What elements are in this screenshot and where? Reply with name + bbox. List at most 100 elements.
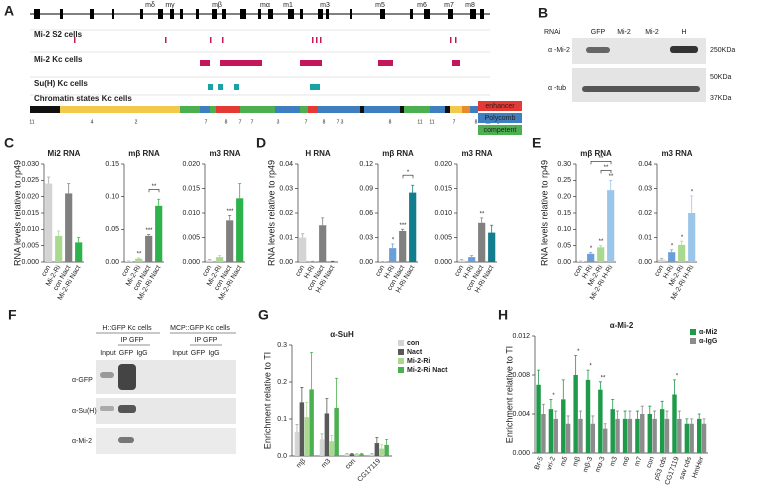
bar <box>635 418 640 453</box>
x-tick-label: con <box>121 264 133 277</box>
legend-swatch <box>398 367 404 373</box>
exon <box>60 9 63 19</box>
bar <box>155 205 163 262</box>
error-bar <box>566 415 570 424</box>
bar <box>615 418 620 453</box>
bracket-label: ** <box>604 165 609 171</box>
y-tick-label: 0.015 <box>182 185 200 192</box>
chromatin-state <box>318 106 360 113</box>
gene-label: m7 <box>444 2 454 9</box>
chromatin-state <box>308 106 318 113</box>
x-tick-label: con <box>41 264 53 277</box>
lane-label: H <box>681 29 686 36</box>
gene-label: mδ <box>145 2 155 9</box>
y-tick-label: 0.008 <box>512 372 530 379</box>
blot <box>96 398 236 424</box>
chart-title: Mi2 RNA <box>48 149 81 158</box>
y-tick-label: 0.02 <box>638 210 652 217</box>
error-bar <box>375 437 379 444</box>
peak <box>452 60 460 66</box>
bar <box>226 220 234 262</box>
marker-label: 250KDa <box>710 47 735 54</box>
significance: ** <box>480 211 485 217</box>
bar <box>664 418 670 453</box>
error-bar <box>480 217 484 223</box>
error-bar <box>549 398 553 410</box>
bar <box>689 423 694 453</box>
y-tick-label: 0.025 <box>21 177 39 184</box>
row-label: α-GFP <box>72 377 93 384</box>
exon <box>158 9 163 19</box>
error-bar <box>335 377 339 408</box>
significance: * <box>691 189 694 195</box>
error-bar <box>611 398 615 410</box>
bar <box>536 384 541 453</box>
bar <box>585 379 591 453</box>
chromatin-state <box>210 106 216 113</box>
gene-label: mβ <box>212 2 222 9</box>
bracket-label: ** <box>599 156 604 162</box>
chromatin-state <box>180 106 200 113</box>
band <box>100 372 114 378</box>
bracket <box>148 188 160 193</box>
bar <box>659 409 665 453</box>
error-bar <box>680 240 684 245</box>
exon <box>470 9 476 19</box>
exon <box>480 9 484 19</box>
gene-label: m8 <box>465 2 475 9</box>
bar <box>458 260 466 262</box>
y-tick-label: 0.005 <box>21 243 39 250</box>
error-bar <box>665 410 669 419</box>
bar <box>647 414 653 453</box>
error-bar <box>460 259 464 261</box>
bar <box>610 409 615 453</box>
y-tick-label: 0.010 <box>182 210 200 217</box>
marker-label: 50KDa <box>710 74 732 81</box>
bar <box>640 414 645 453</box>
lane-label: GFP <box>191 350 206 357</box>
rnai-label: RNAi <box>544 29 561 36</box>
chromatin-state <box>430 106 445 113</box>
error-bar <box>218 255 222 258</box>
x-tick-label: m3 <box>320 458 332 470</box>
error-bar <box>670 249 674 253</box>
panel-letter: G <box>258 307 269 323</box>
gene-label: mα <box>260 2 270 9</box>
x-tick-label: con <box>654 264 666 277</box>
bar <box>294 431 300 456</box>
error-bar <box>635 410 639 419</box>
y-tick-label: 0.000 <box>434 259 452 266</box>
y-tick-label: 0.04 <box>638 161 652 168</box>
state-number: 4 <box>91 119 94 125</box>
error-bar <box>660 257 664 260</box>
legend-label: α-Mi2 <box>699 329 717 336</box>
error-bar <box>350 453 354 455</box>
bracket <box>402 174 414 179</box>
band <box>670 46 698 53</box>
gene-label: m3 <box>320 2 330 9</box>
bar <box>577 261 585 262</box>
gene-label: mγ <box>165 2 175 9</box>
panel-letters: A B C D E F G H <box>4 3 548 323</box>
track-label: Chromatin states Kc cells <box>34 94 132 103</box>
chart-title: mβ RNA <box>580 149 612 158</box>
exon <box>212 9 217 19</box>
x-tick-label: vri-2 <box>546 456 557 471</box>
blot-b: RNAi GFP Mi-2 Mi-2 H α -Mi-2 α -tub 250K… <box>544 29 735 102</box>
significance: *** <box>145 228 153 234</box>
y-tick-label: 0.015 <box>434 185 452 192</box>
y-tick-label: 0.020 <box>434 161 452 168</box>
error-bar <box>47 176 51 184</box>
peak <box>222 37 224 43</box>
chart-title: α-SuH <box>330 330 354 339</box>
significance: * <box>676 373 679 379</box>
error-bar <box>673 379 677 395</box>
y-tick-label: 0.005 <box>434 234 452 241</box>
bar <box>349 454 355 456</box>
error-bar <box>77 237 81 243</box>
legend-swatch <box>690 329 696 335</box>
error-bar <box>320 433 324 440</box>
exon <box>288 9 294 19</box>
error-bar <box>490 224 494 233</box>
error-bar <box>574 355 578 375</box>
